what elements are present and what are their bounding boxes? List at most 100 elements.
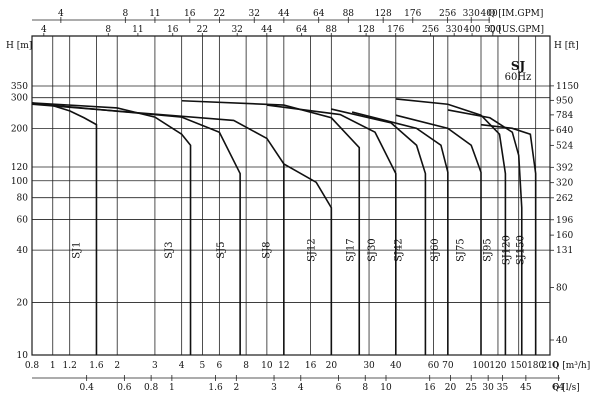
ls-tick-label: 0.8	[144, 383, 159, 393]
y-tick-label: 350	[11, 82, 28, 92]
us-tick-label: 16	[167, 25, 179, 35]
x-tick-label: 180	[527, 361, 544, 371]
ls-tick-label: 2	[233, 383, 239, 393]
ft-axis-label: H [ft]	[554, 41, 579, 51]
x-tick-label: 40	[390, 361, 402, 371]
x-tick-label: 10	[261, 361, 273, 371]
us-tick-label: 176	[387, 25, 404, 35]
x-tick-label: 5	[200, 361, 206, 371]
series-label-sj12: SJ12	[307, 238, 318, 262]
im-tick-label: 16	[184, 9, 196, 19]
im-tick-label: 400	[481, 9, 498, 19]
im-tick-label: 22	[214, 9, 225, 19]
ls-tick-label: 16	[424, 383, 436, 393]
x-tick-label: 1.2	[63, 361, 77, 371]
ft-tick-label: 40	[556, 336, 568, 346]
ls-tick-label: 1.6	[208, 383, 223, 393]
pump-curve-sj42	[331, 108, 427, 355]
ls-tick-label: 64	[553, 383, 565, 393]
ls-tick-label: 35	[497, 383, 509, 393]
chart-title: SJ	[511, 59, 526, 73]
pump-curve-sj60	[351, 111, 449, 355]
pump-curve-sj12	[283, 163, 333, 355]
im-tick-label: 128	[375, 9, 392, 19]
series-label-sj1: SJ1	[71, 241, 82, 258]
x-tick-label: 12	[278, 361, 289, 371]
im-tick-label: 176	[404, 9, 421, 19]
x-tick-label: 100	[472, 361, 489, 371]
x-tick-label: 70	[442, 361, 454, 371]
y-tick-label: 60	[17, 215, 29, 225]
im-tick-label: 32	[249, 9, 260, 19]
x-tick-label: 6	[217, 361, 223, 371]
ft-tick-label: 196	[556, 216, 573, 226]
im-tick-label: 330	[463, 9, 480, 19]
pump-curve-sj120	[447, 109, 523, 355]
im-axis-label: Q [IM.GPM]	[488, 9, 543, 19]
series-label-sj150: SJ150	[516, 235, 527, 265]
us-tick-label: 4	[41, 25, 47, 35]
chart-subtitle: 60Hz	[505, 72, 532, 83]
ft-tick-label: 320	[556, 179, 573, 189]
im-tick-label: 44	[278, 9, 290, 19]
ls-axis-label: Q [l/s]	[552, 383, 580, 393]
ft-tick-label: 950	[556, 96, 573, 106]
ft-tick-label: 262	[556, 194, 573, 204]
y-tick-label: 120	[11, 163, 28, 173]
im-tick-label: 8	[122, 9, 128, 19]
im-tick-label: 4	[58, 9, 64, 19]
ft-tick-label: 784	[556, 111, 573, 121]
y-tick-label: 80	[17, 194, 29, 204]
us-tick-label: 500	[484, 25, 501, 35]
x-tick-label: 20	[326, 361, 338, 371]
ft-tick-label: 1150	[556, 82, 579, 92]
x-axis-label: Q [m³/h]	[552, 361, 590, 371]
ls-tick-label: 1	[169, 383, 175, 393]
series-label-sj95: SJ95	[483, 238, 494, 262]
ft-tick-label: 80	[556, 284, 568, 294]
curve-layer	[31, 98, 537, 355]
series-label-sj120: SJ120	[502, 235, 513, 265]
ls-tick-label: 3	[271, 383, 277, 393]
im-tick-label: 64	[313, 9, 325, 19]
x-tick-label: 0.8	[25, 361, 40, 371]
ls-tick-label: 20	[445, 383, 457, 393]
ls-tick-label: 25	[465, 383, 477, 393]
pump-curve-sj8	[31, 103, 285, 355]
ls-tick-label: 6	[336, 383, 342, 393]
ft-tick-label: 524	[556, 141, 573, 151]
series-label-sj5: SJ5	[216, 241, 227, 258]
series-label-sj3: SJ3	[164, 241, 175, 258]
y-tick-label: 200	[11, 124, 28, 134]
ls-tick-label: 8	[362, 383, 368, 393]
us-axis-label: Q [US.GPM]	[488, 25, 544, 35]
x-tick-label: 16	[305, 361, 317, 371]
series-label-sj30: SJ30	[367, 238, 378, 262]
series-label-sj8: SJ8	[262, 241, 273, 258]
x-tick-label: 210	[541, 361, 558, 371]
y-tick-label: 300	[11, 94, 28, 104]
us-tick-label: 22	[197, 25, 208, 35]
us-tick-label: 400	[463, 25, 480, 35]
im-tick-label: 11	[149, 9, 160, 19]
y-tick-label: 10	[17, 351, 29, 361]
x-tick-label: 1	[50, 361, 56, 371]
series-label-sj75: SJ75	[456, 238, 467, 262]
ft-tick-label: 131	[556, 246, 573, 256]
im-tick-label: 256	[439, 9, 456, 19]
us-tick-label: 11	[132, 25, 143, 35]
ls-tick-label: 10	[380, 383, 392, 393]
us-tick-label: 64	[296, 25, 308, 35]
ls-tick-label: 30	[482, 383, 494, 393]
series-label-sj17: SJ17	[346, 238, 357, 262]
x-tick-label: 150	[510, 361, 527, 371]
pump-curve-sj17	[181, 99, 361, 355]
ls-tick-label: 0.6	[117, 383, 132, 393]
ft-tick-label: 640	[556, 126, 573, 136]
plot-frame	[31, 35, 551, 356]
pump-curve-sj150	[480, 123, 537, 355]
x-tick-label: 3	[152, 361, 158, 371]
label-layer: 0.8 1 1.2 1.6 2 3 4 5 6 8 10 12 16 20 30 40 60 70 100 120 15…	[6, 9, 590, 393]
x-tick-label: 2	[114, 361, 120, 371]
